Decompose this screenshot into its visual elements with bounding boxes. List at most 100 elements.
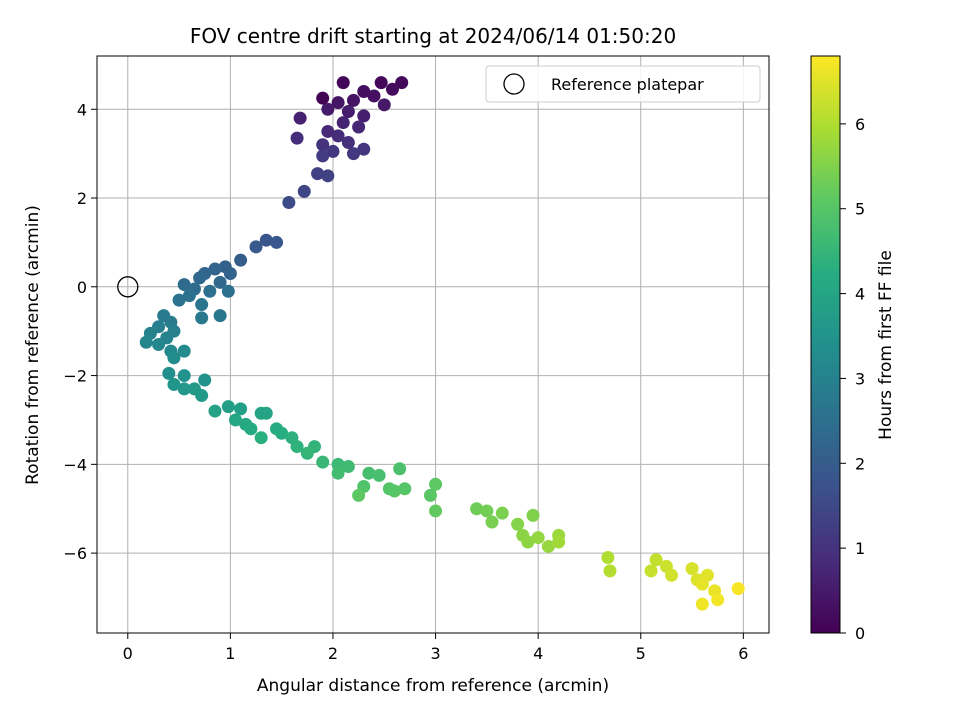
colorbar-label: Hours from first FF file	[876, 250, 896, 440]
data-point	[208, 262, 222, 276]
data-point	[316, 455, 330, 469]
data-point	[254, 431, 268, 445]
x-tick-label: 4	[533, 644, 543, 663]
colorbar-tick-label: 2	[855, 454, 865, 473]
data-point	[182, 289, 196, 303]
data-point	[470, 502, 484, 516]
data-point	[388, 484, 402, 498]
data-point	[526, 508, 540, 522]
data-point	[372, 468, 386, 482]
data-point	[336, 116, 350, 130]
data-point	[398, 482, 412, 496]
data-point	[326, 144, 340, 158]
x-tick-label: 5	[636, 644, 646, 663]
data-point	[208, 404, 222, 418]
data-point	[357, 85, 371, 99]
x-tick-label: 6	[738, 644, 748, 663]
data-point	[423, 488, 437, 502]
data-point	[495, 506, 509, 520]
data-point	[511, 517, 525, 531]
data-point	[203, 284, 217, 298]
data-point	[331, 129, 345, 143]
data-point	[290, 131, 304, 145]
data-point	[311, 167, 325, 181]
data-point	[649, 553, 663, 567]
y-tick-label: 0	[77, 278, 87, 297]
y-axis-label: Rotation from reference (arcmin)	[23, 205, 43, 485]
data-point	[167, 377, 181, 391]
colorbar	[810, 55, 841, 634]
x-tick-label: 3	[430, 644, 440, 663]
data-point	[429, 504, 443, 518]
data-point	[393, 462, 407, 476]
data-point	[177, 344, 191, 358]
data-point	[521, 535, 535, 549]
data-point	[331, 96, 345, 110]
data-point	[316, 149, 330, 163]
data-point	[357, 109, 371, 123]
data-point	[357, 142, 371, 156]
data-point	[341, 460, 355, 474]
data-point	[346, 93, 360, 107]
data-point	[213, 309, 227, 323]
data-point	[244, 422, 258, 436]
data-point	[480, 504, 494, 518]
data-point	[385, 82, 399, 96]
data-point	[167, 351, 181, 365]
data-point	[152, 338, 166, 351]
data-point	[259, 406, 273, 420]
reference-marker-group	[117, 276, 139, 298]
legend: Reference platepar	[485, 65, 761, 103]
data-point	[352, 488, 366, 502]
x-tick-label: 2	[328, 644, 338, 663]
data-point	[341, 136, 355, 150]
data-point	[290, 440, 304, 454]
data-point	[234, 402, 248, 416]
legend-reference-marker-icon	[503, 73, 525, 95]
data-point	[139, 335, 153, 349]
data-point	[270, 235, 284, 249]
plot-frame	[96, 55, 770, 634]
data-point	[275, 426, 289, 440]
y-tick-label: −4	[63, 455, 87, 474]
data-point	[293, 111, 307, 125]
y-tick-label: −2	[63, 367, 87, 386]
reference-platepar-marker	[117, 276, 139, 298]
data-point	[346, 147, 360, 161]
colorbar-tick-label: 6	[855, 115, 865, 134]
data-point	[541, 539, 555, 553]
data-point	[316, 91, 330, 105]
legend-box	[485, 65, 761, 103]
x-tick-label: 1	[225, 644, 235, 663]
data-point	[198, 373, 212, 387]
data-point	[352, 120, 366, 134]
data-point	[321, 169, 335, 183]
colorbar-tick-label: 0	[855, 624, 865, 643]
data-point	[711, 593, 725, 607]
data-point	[177, 369, 191, 383]
data-point	[282, 195, 296, 209]
colorbar-tick-label: 5	[855, 200, 865, 219]
data-point	[195, 389, 209, 403]
data-point	[177, 278, 191, 292]
x-axis-label: Angular distance from reference (arcmin)	[257, 676, 609, 696]
data-point	[485, 515, 499, 529]
data-point	[601, 551, 615, 565]
data-point	[367, 89, 381, 103]
data-point	[321, 102, 335, 116]
data-point	[695, 577, 709, 591]
data-point	[429, 477, 443, 491]
data-point	[297, 184, 311, 198]
data-point	[552, 535, 566, 549]
colorbar-tick-label: 1	[855, 539, 865, 558]
data-point	[377, 98, 391, 112]
data-point	[603, 564, 617, 578]
data-point	[695, 597, 709, 611]
data-point	[665, 568, 679, 582]
y-tick-label: −6	[63, 544, 87, 563]
chart-title: FOV centre drift starting at 2024/06/14 …	[190, 24, 676, 48]
data-point	[531, 531, 545, 545]
data-point	[195, 311, 209, 325]
